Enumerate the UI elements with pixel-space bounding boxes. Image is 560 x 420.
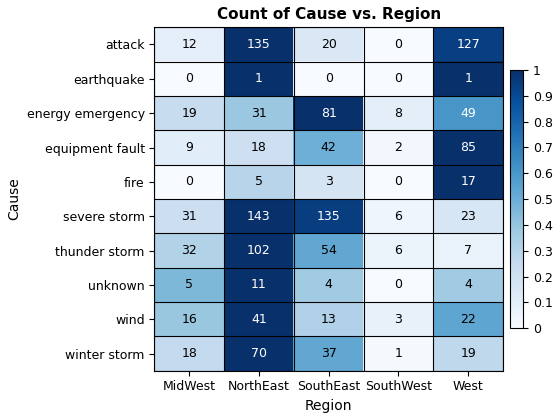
- Text: 85: 85: [460, 141, 476, 154]
- Text: 54: 54: [321, 244, 337, 257]
- Text: 135: 135: [247, 38, 271, 51]
- Text: 13: 13: [321, 313, 337, 326]
- Text: 18: 18: [181, 347, 197, 360]
- Text: 0: 0: [394, 72, 403, 85]
- Text: 18: 18: [251, 141, 267, 154]
- Text: 102: 102: [247, 244, 271, 257]
- Text: 4: 4: [325, 278, 333, 291]
- Text: 5: 5: [185, 278, 193, 291]
- Text: 2: 2: [394, 141, 403, 154]
- Text: 20: 20: [321, 38, 337, 51]
- Text: 0: 0: [394, 176, 403, 188]
- Y-axis label: Cause: Cause: [7, 178, 21, 220]
- Text: 22: 22: [460, 313, 476, 326]
- Text: 3: 3: [394, 313, 403, 326]
- Text: 32: 32: [181, 244, 197, 257]
- Text: 16: 16: [181, 313, 197, 326]
- Text: 0: 0: [394, 38, 403, 51]
- Text: 0: 0: [185, 72, 193, 85]
- Text: 37: 37: [321, 347, 337, 360]
- Text: 31: 31: [251, 107, 267, 120]
- Text: 17: 17: [460, 176, 476, 188]
- Text: 127: 127: [456, 38, 480, 51]
- Title: Count of Cause vs. Region: Count of Cause vs. Region: [217, 7, 441, 22]
- Text: 135: 135: [317, 210, 340, 223]
- Text: 41: 41: [251, 313, 267, 326]
- Text: 1: 1: [394, 347, 403, 360]
- Text: 19: 19: [181, 107, 197, 120]
- Text: 81: 81: [321, 107, 337, 120]
- Text: 12: 12: [181, 38, 197, 51]
- Text: 0: 0: [325, 72, 333, 85]
- Text: 7: 7: [464, 244, 472, 257]
- Text: 23: 23: [460, 210, 476, 223]
- Text: 1: 1: [464, 72, 472, 85]
- X-axis label: Region: Region: [305, 399, 352, 413]
- Text: 31: 31: [181, 210, 197, 223]
- Text: 5: 5: [255, 176, 263, 188]
- Text: 0: 0: [185, 176, 193, 188]
- Text: 6: 6: [394, 210, 403, 223]
- Text: 143: 143: [247, 210, 271, 223]
- Text: 49: 49: [460, 107, 476, 120]
- Text: 4: 4: [464, 278, 472, 291]
- Text: 19: 19: [460, 347, 476, 360]
- Text: 6: 6: [394, 244, 403, 257]
- Text: 1: 1: [255, 72, 263, 85]
- Text: 11: 11: [251, 278, 267, 291]
- Text: 3: 3: [325, 176, 333, 188]
- Text: 8: 8: [394, 107, 403, 120]
- Text: 42: 42: [321, 141, 337, 154]
- Text: 70: 70: [251, 347, 267, 360]
- Text: 0: 0: [394, 278, 403, 291]
- Text: 9: 9: [185, 141, 193, 154]
